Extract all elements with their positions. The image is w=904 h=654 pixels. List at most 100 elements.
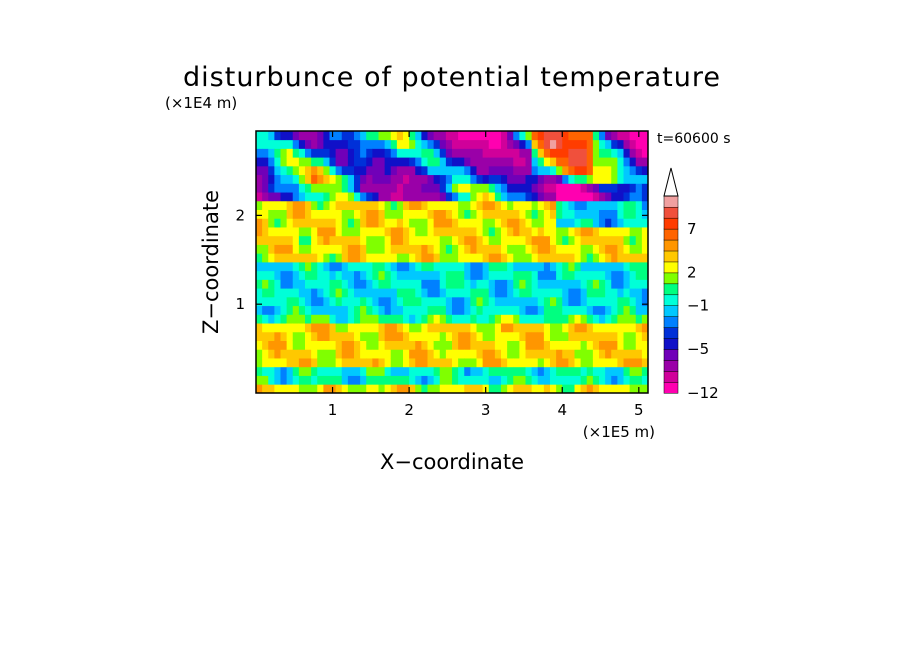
heatmap-cell — [556, 157, 563, 167]
heatmap-cell — [366, 314, 373, 324]
heatmap-cell — [580, 253, 588, 263]
heatmap-cell — [574, 192, 582, 202]
heatmap-cell — [568, 148, 575, 158]
heatmap-cell — [317, 314, 324, 324]
heatmap-cell — [464, 253, 471, 263]
heatmap-cell — [274, 218, 281, 228]
heatmap-cell — [445, 227, 453, 237]
heatmap-cell — [525, 235, 533, 245]
heatmap-cell — [317, 305, 324, 315]
heatmap-cell — [556, 218, 563, 228]
heatmap-cell — [366, 139, 373, 149]
heatmap-cell — [262, 340, 269, 350]
heatmap-cell — [317, 349, 324, 359]
heatmap-cell — [494, 349, 502, 359]
heatmap-cell — [550, 192, 557, 202]
heatmap-cell — [323, 165, 330, 176]
heatmap-cell — [298, 262, 306, 272]
heatmap-cell — [568, 244, 575, 254]
heatmap-cell — [464, 165, 471, 176]
heatmap-cell — [280, 227, 288, 237]
heatmap-cell — [592, 200, 600, 210]
heatmap-cell — [556, 183, 563, 193]
heatmap-cell — [274, 296, 281, 307]
colorbar-segment — [663, 261, 679, 274]
heatmap-cell — [311, 288, 318, 298]
heatmap-cell — [378, 314, 386, 324]
heatmap-cell — [458, 305, 465, 315]
heatmap-cell — [354, 340, 361, 350]
heatmap-cell — [525, 323, 533, 333]
heatmap-cell — [592, 148, 600, 158]
heatmap-cell — [543, 349, 551, 359]
heatmap-cell — [513, 314, 520, 324]
heatmap-cell — [464, 323, 471, 333]
heatmap-cell — [635, 288, 643, 298]
heatmap-cell — [445, 183, 453, 193]
x-tick-label: 2 — [404, 401, 414, 419]
heatmap-cell — [519, 235, 526, 245]
heatmap-cell — [286, 375, 294, 385]
heatmap-cell — [329, 296, 337, 307]
heatmap-cell — [592, 305, 600, 315]
heatmap-cell — [445, 262, 453, 272]
heatmap-cell — [531, 323, 539, 333]
heatmap-cell — [329, 209, 337, 219]
heatmap-cell — [623, 157, 631, 167]
heatmap-cell — [384, 253, 392, 263]
heatmap-cell — [537, 366, 545, 376]
heatmap-cell — [396, 323, 404, 333]
heatmap-cell — [556, 244, 563, 254]
heatmap-cell — [354, 314, 361, 324]
heatmap-cell — [470, 279, 477, 289]
heatmap-cell — [519, 200, 526, 210]
heatmap-cell — [311, 148, 318, 158]
heatmap-cell — [494, 253, 502, 263]
heatmap-cell — [445, 331, 453, 341]
heatmap-cell — [311, 279, 318, 289]
heatmap-cell — [403, 235, 410, 245]
heatmap-cell — [574, 358, 582, 368]
heatmap-cell — [519, 384, 526, 394]
heatmap-cell — [550, 340, 557, 350]
heatmap-cell — [550, 323, 557, 333]
heatmap-cell — [384, 200, 392, 210]
heatmap-cell — [452, 148, 459, 158]
heatmap-cell — [427, 305, 435, 315]
heatmap-cell — [262, 314, 269, 324]
heatmap-cell — [452, 235, 459, 245]
heatmap-cell — [372, 200, 379, 210]
heatmap-cell — [568, 375, 575, 385]
heatmap-cell — [525, 165, 533, 176]
heatmap-cell — [599, 340, 606, 350]
heatmap-cell — [347, 235, 355, 245]
heatmap-cell — [335, 253, 343, 263]
heatmap-cell — [262, 305, 269, 315]
heatmap-cell — [403, 227, 410, 237]
heatmap-cell — [341, 270, 349, 280]
heatmap-cell — [476, 209, 484, 219]
heatmap-cell — [280, 200, 288, 210]
heatmap-cell — [415, 366, 422, 376]
heatmap-cell — [537, 235, 545, 245]
heatmap-cell — [537, 296, 545, 307]
heatmap-cell — [415, 200, 422, 210]
heatmap-cell — [445, 148, 453, 158]
heatmap-cell — [433, 314, 441, 324]
heatmap-cell — [366, 227, 373, 237]
heatmap-cell — [286, 323, 294, 333]
heatmap-cell — [611, 288, 618, 298]
heatmap-cell — [586, 131, 594, 141]
heatmap-cell — [513, 279, 520, 289]
colorbar-segment — [663, 381, 679, 394]
heatmap-cell — [513, 200, 520, 210]
heatmap-cell — [305, 200, 312, 210]
heatmap-cell — [617, 296, 624, 307]
heatmap-cell — [403, 183, 410, 193]
heatmap-cell — [268, 270, 275, 280]
heatmap-cell — [464, 244, 471, 254]
heatmap-cell — [317, 358, 324, 368]
heatmap-cell — [464, 235, 471, 245]
heatmap-cell — [415, 384, 422, 394]
heatmap-cell — [599, 200, 606, 210]
